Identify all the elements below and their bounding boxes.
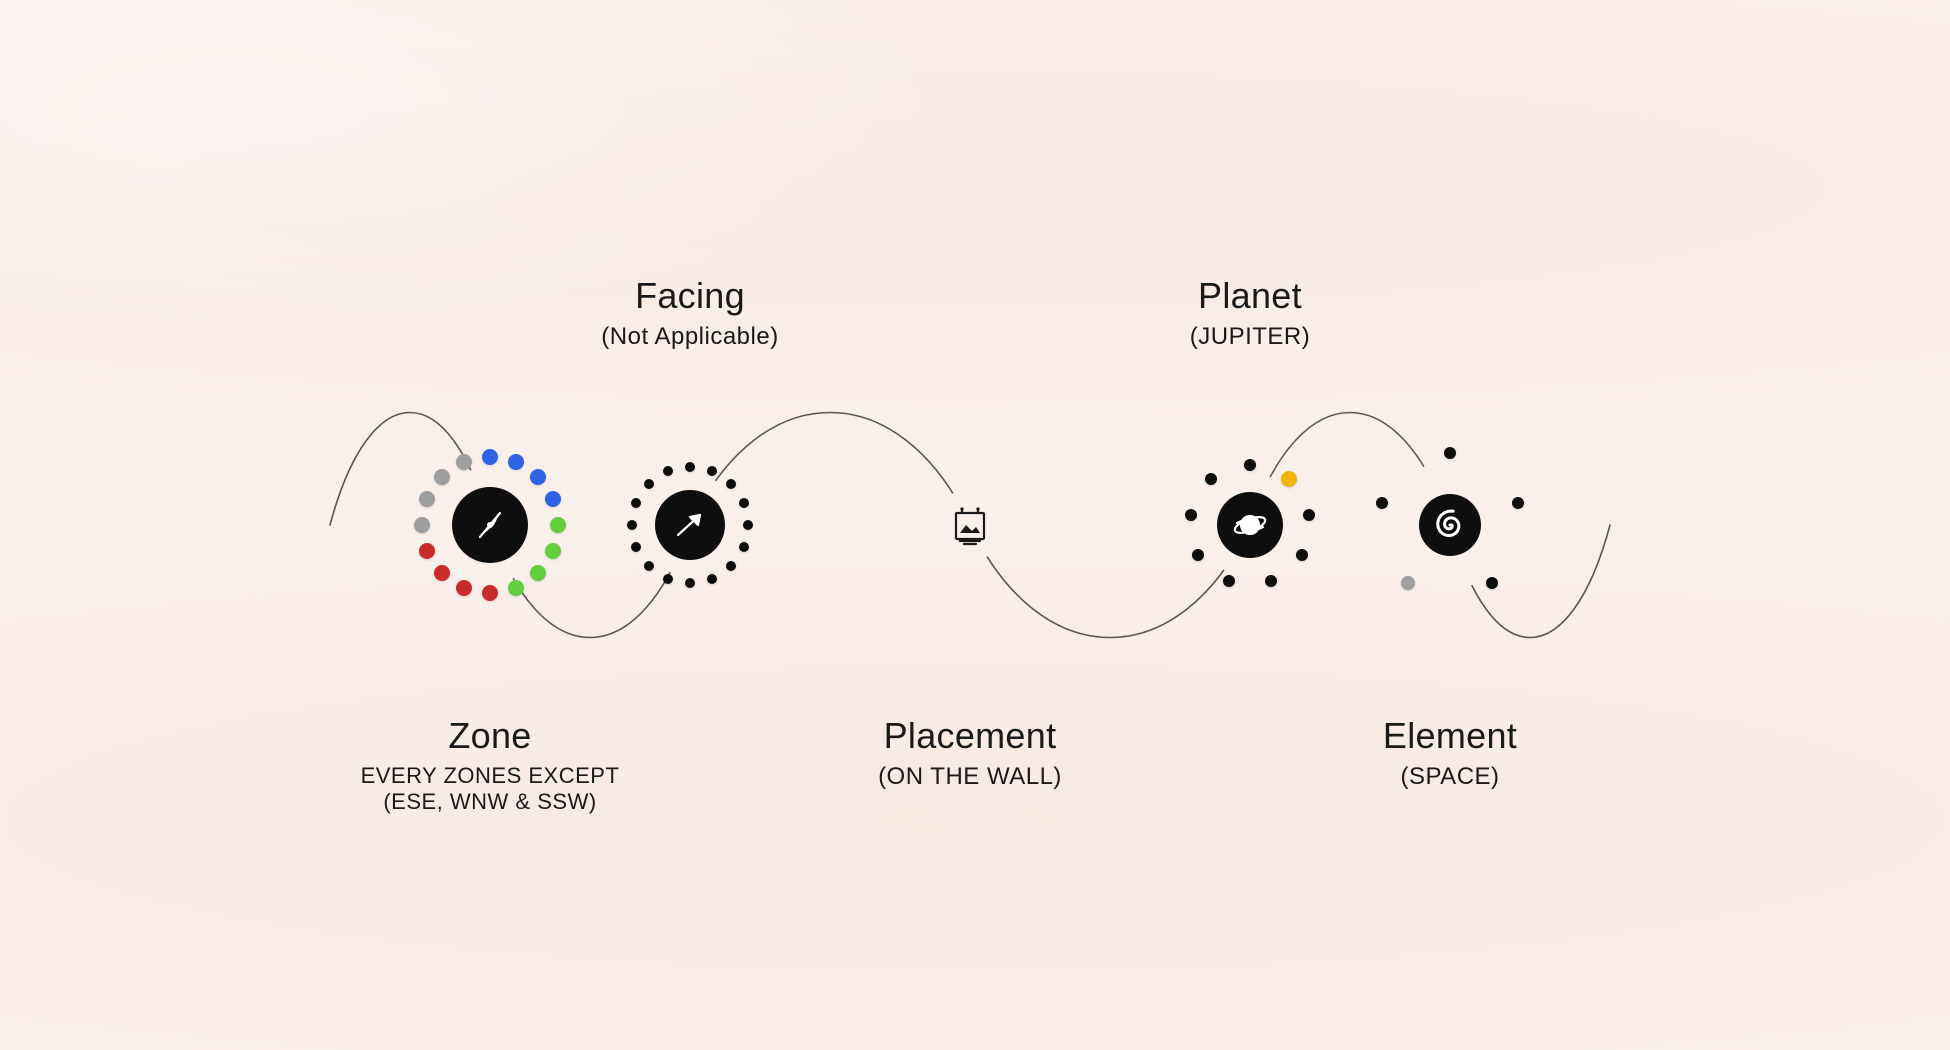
orbit-dot (482, 585, 498, 601)
facing-label: Facing (Not Applicable) (510, 275, 870, 351)
placement-label: Placement (ON THE WALL) (790, 715, 1150, 791)
orbit-dot (434, 469, 450, 485)
orbit-dot (508, 454, 524, 470)
orbit-dot (1486, 577, 1498, 589)
orbit-dot (726, 479, 736, 489)
orbit-dot (1192, 549, 1204, 561)
orbit-dot (644, 561, 654, 571)
planet-icon (1166, 441, 1334, 609)
element-icon (1354, 429, 1546, 621)
orbit-dot (631, 498, 641, 508)
zone-icon (394, 429, 586, 621)
planet-title: Planet (1070, 275, 1430, 317)
orbit-dot (456, 454, 472, 470)
orbit-dot (419, 543, 435, 559)
orbit-dot (1401, 576, 1415, 590)
orbit-dot (1205, 473, 1217, 485)
element-subtitle: (SPACE) (1270, 763, 1630, 791)
center-disc (1419, 494, 1481, 556)
orbit-dot (419, 491, 435, 507)
placement-subtitle: (ON THE WALL) (790, 763, 1150, 791)
orbit-dot (663, 574, 673, 584)
orbit-dot (530, 565, 546, 581)
diagram-stage: Zone EVERY ZONES EXCEPT (ESE, WNW & SSW) F… (0, 0, 1950, 1050)
orbit-dot (1303, 509, 1315, 521)
orbit-dot (434, 565, 450, 581)
orbit-dot (627, 520, 637, 530)
orbit-dot (414, 517, 430, 533)
orbit-dot (663, 466, 673, 476)
orbit-dot (545, 543, 561, 559)
orbit-dot (707, 466, 717, 476)
orbit-dot (685, 578, 695, 588)
orbit-dot (1296, 549, 1308, 561)
element-title: Element (1270, 715, 1630, 757)
center-disc (655, 490, 725, 560)
orbit-dot (739, 498, 749, 508)
center-disc (452, 487, 528, 563)
orbit-dot (530, 469, 546, 485)
orbit-dot (739, 542, 749, 552)
placement-icon (930, 485, 1010, 565)
orbit-dot (1185, 509, 1197, 521)
orbit-dot (685, 462, 695, 472)
orbit-dot (726, 561, 736, 571)
orbit-dot (1244, 459, 1256, 471)
orbit-dot (508, 580, 524, 596)
orbit-dot (631, 542, 641, 552)
orbit-dot (482, 449, 498, 465)
orbit-dot (707, 574, 717, 584)
orbit-dot (1223, 575, 1235, 587)
orbit-dot (1444, 447, 1456, 459)
placement-title: Placement (790, 715, 1150, 757)
zone-label: Zone EVERY ZONES EXCEPT (ESE, WNW & SSW) (310, 715, 670, 815)
orbit-dot (545, 491, 561, 507)
center-glyph (942, 493, 998, 557)
center-disc (1217, 492, 1283, 558)
orbit-dot (1376, 497, 1388, 509)
zone-title: Zone (310, 715, 670, 757)
facing-icon (610, 445, 770, 605)
facing-subtitle: (Not Applicable) (510, 323, 870, 351)
planet-label: Planet (JUPITER) (1070, 275, 1430, 351)
orbit-dot (456, 580, 472, 596)
facing-title: Facing (510, 275, 870, 317)
orbit-dot (644, 479, 654, 489)
orbit-dot (1265, 575, 1277, 587)
planet-subtitle: (JUPITER) (1070, 323, 1430, 351)
orbit-dot (1512, 497, 1524, 509)
element-label: Element (SPACE) (1270, 715, 1630, 791)
orbit-dot (743, 520, 753, 530)
orbit-dot (550, 517, 566, 533)
zone-subtitle: EVERY ZONES EXCEPT (ESE, WNW & SSW) (310, 763, 670, 815)
orbit-dot (1281, 471, 1297, 487)
